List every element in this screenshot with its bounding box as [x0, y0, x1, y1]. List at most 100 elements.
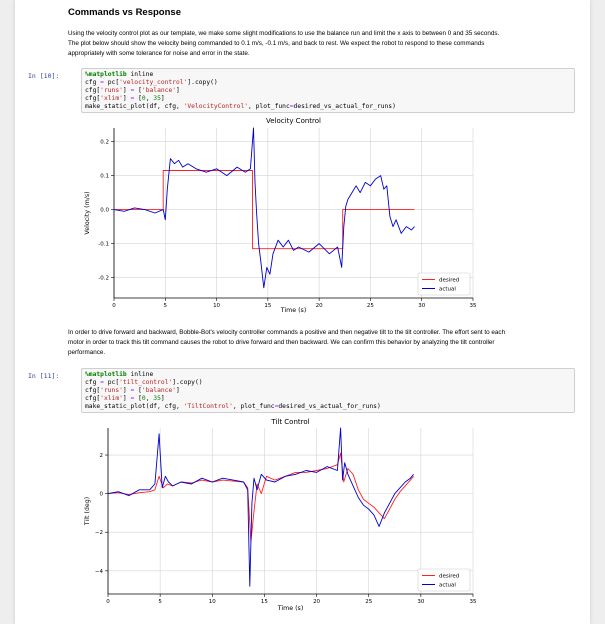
y-tick-label: -0.2 [98, 276, 109, 282]
markdown-paragraph-1: Using the velocity control plot as our t… [68, 29, 563, 59]
chart-title: Tilt Control [270, 418, 309, 426]
y-tick-label: 2 [100, 453, 104, 459]
paragraph-line: performance. [68, 349, 106, 356]
series-line-desired [114, 170, 415, 250]
code-token: pc[ [103, 379, 120, 386]
x-tick-label: 30 [418, 303, 425, 309]
markdown-paragraph-2: In order to drive forward and backward, … [68, 328, 563, 358]
code-token: ] [176, 387, 180, 394]
chart-title: Velocity Control [266, 117, 321, 125]
x-tick-label: 0 [106, 599, 110, 605]
paragraph-line: appropriately with some tolerance for no… [68, 50, 250, 57]
code-line: make_static_plot(df, cfg, 'VelocityContr… [85, 103, 571, 111]
code-token: 'VelocityControl' [183, 103, 249, 110]
code-line: %matplotlib inline [85, 71, 571, 79]
code-token: %matplotlib [85, 371, 127, 378]
code-token: 'balance' [141, 387, 177, 394]
code-token: cfg [85, 79, 101, 86]
x-tick-label: 25 [367, 303, 374, 309]
code-token: = [100, 79, 104, 86]
legend-label-actual: actual [439, 583, 456, 589]
y-tick-label: 0 [100, 492, 104, 498]
code-token: = [274, 403, 279, 410]
code-token: desired_vs_actual_for_runs) [278, 403, 381, 410]
series-line-desired [107, 452, 414, 543]
code-cell-10[interactable]: %matplotlib inline cfg = pc['velocity_con… [81, 68, 575, 113]
code-token: make_static_plot(df, cfg, [85, 403, 184, 410]
legend-label-desired: desired [439, 574, 459, 580]
y-tick-label: 0.0 [100, 208, 109, 214]
code-line: cfg['runs'] = ['balance'] [85, 387, 571, 395]
code-token: [ [134, 387, 142, 394]
paragraph-line: motor in order to track this tilt comman… [68, 339, 495, 346]
y-tick-label: −2 [95, 530, 103, 536]
code-token: inline [126, 371, 154, 378]
code-token: 'runs' [100, 87, 123, 94]
series-line-actual [107, 427, 414, 587]
code-token: cfg [85, 379, 101, 386]
code-token: , [145, 95, 154, 102]
code-token: desired_vs_actual_for_runs) [293, 103, 396, 110]
code-token: 'runs' [100, 387, 123, 394]
x-tick-label: 0 [112, 303, 116, 309]
code-token: = [130, 387, 135, 394]
x-axis-label: Time (s) [280, 307, 307, 314]
paragraph-line: In order to drive forward and backward, … [68, 329, 506, 336]
code-token: , plot_func [232, 403, 275, 410]
code-token: [ [134, 87, 142, 94]
paragraph-line: The plot below should show the velocity … [68, 40, 485, 47]
tilt-control-chart: 0 5 10 15 20 25 30 35 −4 −2 0 2 Tilt Control Time (s)… [84, 418, 477, 612]
code-token: = [130, 395, 135, 402]
code-token: 'tilt_control' [119, 379, 173, 386]
x-tick-label: 20 [313, 599, 320, 605]
code-token: cfg[ [85, 387, 101, 394]
velocity-control-chart: 0 5 10 15 20 25 30 35 -0.2 -0.1 0.0 0.1 0.2 Velocity … [84, 117, 477, 314]
code-token: 35 [153, 395, 161, 402]
x-tick-label: 20 [316, 303, 323, 309]
code-token: 'xlim' [100, 95, 123, 102]
code-line: make_static_plot(df, cfg, 'TiltControl',… [85, 403, 571, 411]
x-tick-label: 10 [209, 599, 216, 605]
code-token: , [145, 395, 154, 402]
y-tick-label: −4 [95, 569, 104, 575]
code-token: 0 [141, 395, 146, 402]
code-line: %matplotlib inline [85, 371, 571, 379]
code-cell-11[interactable]: %matplotlib inline cfg = pc['tilt_control… [81, 368, 575, 413]
code-token: make_static_plot(df, cfg, [85, 103, 184, 110]
legend-box [417, 568, 471, 592]
code-token: ] [176, 87, 180, 94]
x-tick-label: 15 [264, 303, 271, 309]
x-tick-label: 5 [164, 303, 168, 309]
code-token: inline [126, 71, 154, 78]
y-axis-label: Tilt (deg) [84, 497, 91, 526]
code-token: ].copy() [187, 79, 218, 86]
code-token: ] [160, 95, 165, 102]
code-line: cfg = pc['velocity_control'].copy() [85, 79, 571, 87]
x-tick-label: 25 [365, 599, 372, 605]
code-token: cfg[ [85, 395, 101, 402]
legend-label-desired: desired [439, 278, 459, 284]
x-tick-label: 5 [158, 599, 162, 605]
code-token: cfg[ [85, 87, 101, 94]
code-token: = [289, 103, 294, 110]
code-token: = [130, 95, 135, 102]
code-line: cfg['xlim'] = [0, 35] [85, 395, 571, 403]
legend-box [417, 272, 471, 296]
code-line: cfg = pc['tilt_control'].copy() [85, 379, 571, 387]
x-tick-label: 30 [417, 599, 424, 605]
code-token: %matplotlib [85, 71, 127, 78]
y-axis-label: Velocity (m/s) [84, 191, 91, 234]
code-token: 'velocity_control' [119, 79, 188, 86]
paragraph-line: Using the velocity control plot as our t… [68, 30, 500, 37]
code-token: cfg[ [85, 95, 101, 102]
legend-label-actual: actual [439, 287, 456, 293]
section-heading: Commands vs Response [68, 7, 181, 18]
x-tick-label: 15 [261, 599, 268, 605]
code-token: ] [122, 87, 131, 94]
code-token: 35 [153, 95, 161, 102]
code-token: ] [122, 95, 131, 102]
code-token: , plot_func [248, 103, 290, 110]
cell-prompt-10: In [10]: [28, 72, 60, 80]
code-token: ].copy() [172, 379, 203, 386]
x-tick-label: 35 [470, 303, 477, 309]
